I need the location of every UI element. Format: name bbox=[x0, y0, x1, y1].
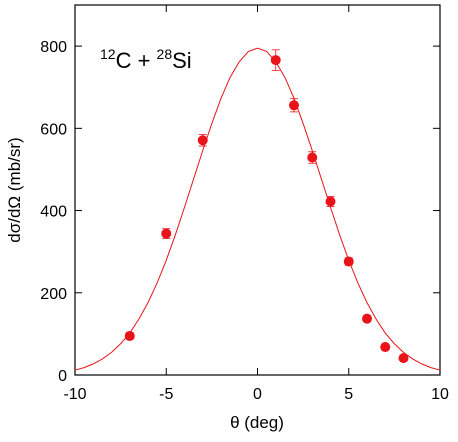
y-tick-label: 200 bbox=[40, 286, 67, 303]
annotation-sup: 28 bbox=[157, 46, 173, 62]
data-point bbox=[124, 330, 135, 341]
x-tick-label: 0 bbox=[253, 386, 262, 403]
annotation: 12C + 28Si bbox=[100, 46, 192, 73]
y-tick-label: 800 bbox=[40, 39, 67, 56]
data-point bbox=[270, 55, 281, 66]
fit-curve bbox=[74, 47, 441, 371]
y-tick-label: 400 bbox=[40, 204, 67, 221]
x-tick-label: 10 bbox=[431, 386, 449, 403]
annotation-sup: 12 bbox=[100, 46, 116, 62]
data-point bbox=[197, 135, 208, 146]
y-axis-label: dσ/dΩ (mb/sr) bbox=[5, 137, 24, 242]
x-tick-label: -10 bbox=[63, 386, 86, 403]
x-tick-label: 5 bbox=[344, 386, 353, 403]
y-tick-label: 0 bbox=[58, 368, 67, 385]
data-point bbox=[289, 100, 299, 111]
data-point bbox=[343, 256, 354, 267]
data-point bbox=[161, 228, 172, 239]
y-tick-label: 600 bbox=[40, 121, 67, 138]
annotation-text: Si bbox=[172, 48, 192, 73]
data-point bbox=[307, 152, 318, 163]
data-point bbox=[325, 196, 336, 207]
x-tick-label: -5 bbox=[159, 386, 173, 403]
data-point bbox=[380, 342, 391, 353]
data-point bbox=[362, 313, 372, 324]
annotation-text: C + bbox=[116, 48, 157, 73]
data-point bbox=[398, 353, 409, 364]
x-axis-label: θ (deg) bbox=[230, 413, 284, 432]
